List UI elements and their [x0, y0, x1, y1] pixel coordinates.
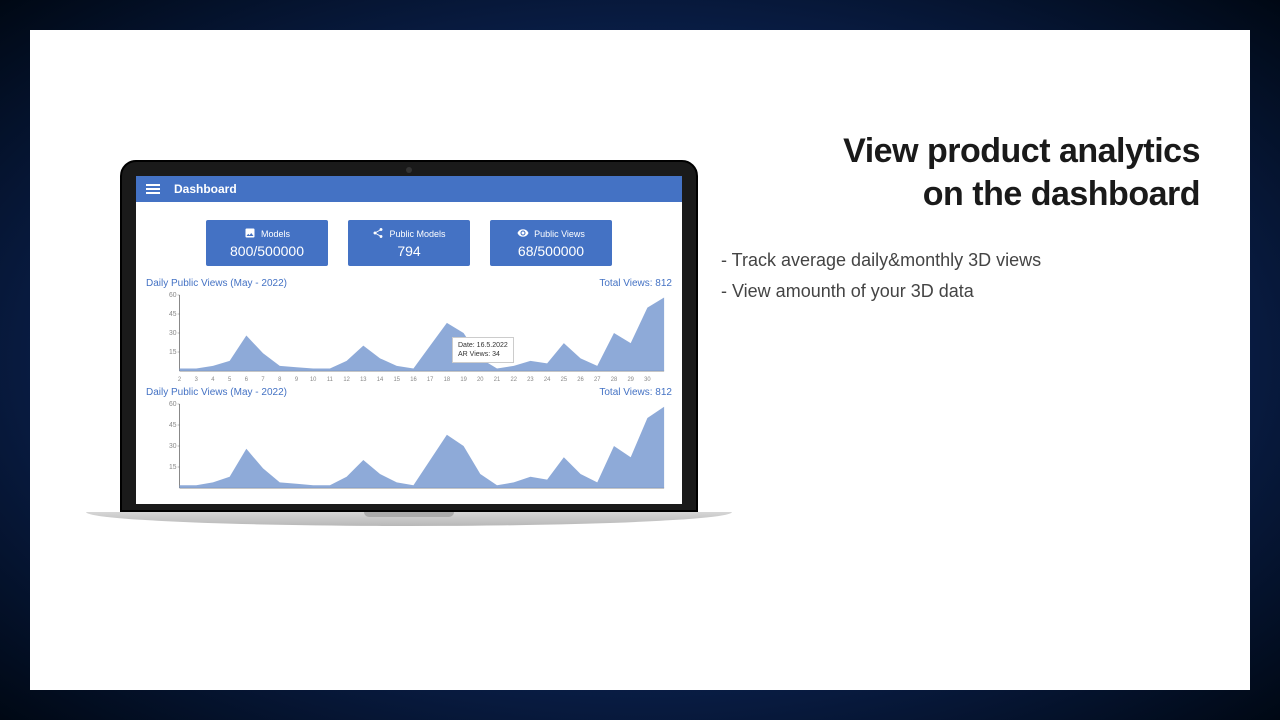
svg-text:27: 27 — [594, 377, 600, 383]
chart2-section: Daily Public Views (May - 2022) Total Vi… — [136, 383, 682, 492]
svg-text:2: 2 — [178, 377, 181, 383]
public-models-card[interactable]: Public Models 794 — [348, 220, 470, 266]
card-label: Models — [261, 229, 290, 239]
share-icon — [372, 227, 384, 241]
svg-text:5: 5 — [228, 377, 232, 383]
tooltip-value: AR Views: 34 — [458, 350, 508, 359]
card-value: 794 — [397, 243, 420, 259]
svg-text:45: 45 — [169, 422, 177, 429]
laptop-screen: Dashboard Models 800/500000 — [136, 176, 682, 504]
topbar: Dashboard — [136, 176, 682, 202]
svg-text:18: 18 — [444, 377, 451, 383]
heading-line1: View product analytics — [721, 130, 1200, 173]
chart-tooltip: Date: 16.5.2022 AR Views: 34 — [452, 337, 514, 363]
marketing-panel: Dashboard Models 800/500000 — [30, 30, 1250, 690]
marketing-heading: View product analytics on the dashboard — [721, 130, 1200, 215]
svg-text:19: 19 — [460, 377, 466, 383]
tooltip-date: Date: 16.5.2022 — [458, 341, 508, 350]
card-value: 800/500000 — [230, 243, 304, 259]
image-icon — [244, 227, 256, 241]
svg-text:8: 8 — [278, 377, 282, 383]
stat-cards: Models 800/500000 Public Models 794 — [136, 202, 682, 274]
svg-text:10: 10 — [310, 377, 317, 383]
svg-text:11: 11 — [327, 377, 333, 383]
bullet1: - Track average daily&monthly 3D views — [721, 245, 1200, 276]
chart1-total: Total Views: 812 — [599, 278, 672, 289]
marketing-bullets: - Track average daily&monthly 3D views -… — [721, 245, 1200, 306]
heading-line2: on the dashboard — [721, 173, 1200, 216]
public-views-card[interactable]: Public Views 68/500000 — [490, 220, 612, 266]
svg-text:12: 12 — [343, 377, 349, 383]
svg-text:13: 13 — [360, 377, 367, 383]
svg-text:17: 17 — [427, 377, 433, 383]
eye-icon — [517, 227, 529, 241]
svg-text:29: 29 — [627, 377, 633, 383]
chart2-total: Total Views: 812 — [599, 387, 672, 398]
svg-text:20: 20 — [477, 377, 484, 383]
svg-text:26: 26 — [577, 377, 584, 383]
card-label: Public Views — [534, 229, 585, 239]
svg-text:4: 4 — [211, 377, 215, 383]
svg-text:23: 23 — [527, 377, 534, 383]
left-column: Dashboard Models 800/500000 — [30, 30, 701, 690]
laptop-mockup: Dashboard Models 800/500000 — [120, 160, 698, 526]
page-title: Dashboard — [174, 182, 237, 196]
svg-text:24: 24 — [544, 377, 551, 383]
menu-icon[interactable] — [146, 184, 160, 194]
chart1-section: Daily Public Views (May - 2022) Total Vi… — [136, 274, 682, 383]
card-value: 68/500000 — [518, 243, 584, 259]
chart2-title: Daily Public Views (May - 2022) — [146, 387, 287, 398]
svg-text:28: 28 — [611, 377, 618, 383]
svg-text:30: 30 — [169, 330, 177, 337]
card-label: Public Models — [389, 229, 445, 239]
chart1-title: Daily Public Views (May - 2022) — [146, 278, 287, 289]
svg-text:15: 15 — [169, 464, 177, 471]
svg-text:15: 15 — [169, 349, 177, 356]
bullet2: - View amounth of your 3D data — [721, 276, 1200, 307]
svg-text:9: 9 — [295, 377, 298, 383]
laptop-camera — [406, 167, 412, 173]
svg-text:30: 30 — [644, 377, 651, 383]
models-card[interactable]: Models 800/500000 — [206, 220, 328, 266]
chart2: 15 30 45 60 — [162, 400, 668, 492]
right-column: View product analytics on the dashboard … — [701, 30, 1250, 690]
svg-text:14: 14 — [377, 377, 384, 383]
svg-text:22: 22 — [510, 377, 516, 383]
svg-text:15: 15 — [394, 377, 401, 383]
svg-text:16: 16 — [410, 377, 417, 383]
svg-text:60: 60 — [169, 292, 177, 299]
chart1: 1530456023456789101112131415161718192021… — [162, 291, 668, 383]
svg-text:7: 7 — [261, 377, 264, 383]
laptop-base — [86, 512, 732, 526]
svg-text:21: 21 — [494, 377, 500, 383]
svg-text:3: 3 — [195, 377, 199, 383]
laptop-frame: Dashboard Models 800/500000 — [120, 160, 698, 512]
svg-text:60: 60 — [169, 401, 177, 408]
svg-text:6: 6 — [245, 377, 249, 383]
svg-text:30: 30 — [169, 443, 177, 450]
svg-text:45: 45 — [169, 311, 177, 318]
svg-text:25: 25 — [561, 377, 568, 383]
